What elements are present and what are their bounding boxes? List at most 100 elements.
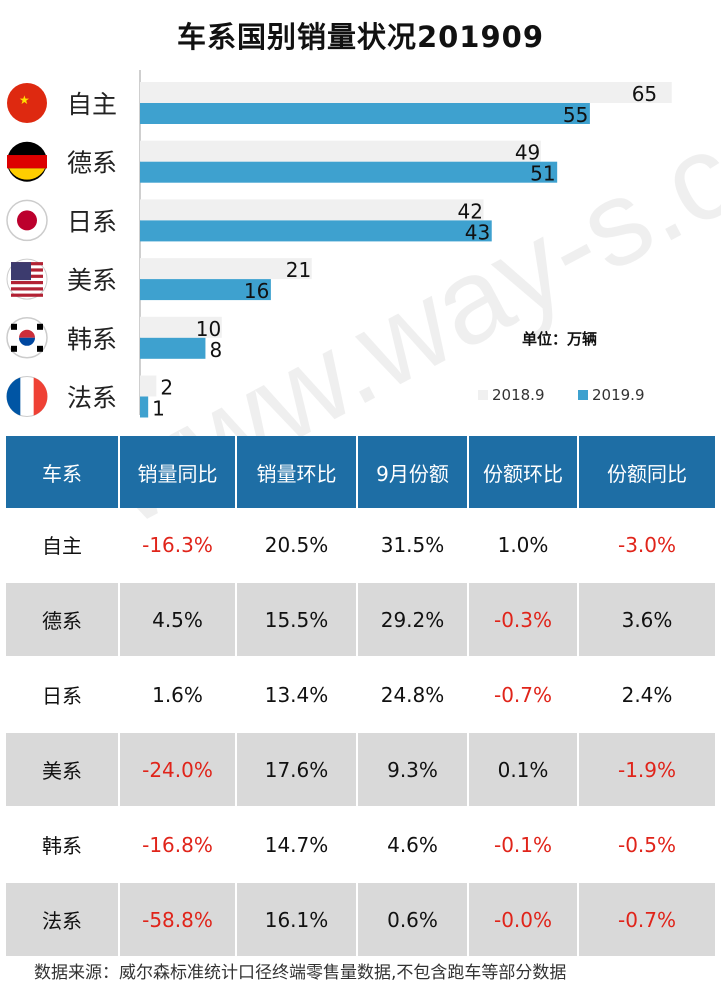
data-label: 16 (244, 279, 269, 303)
data-label: 51 (530, 162, 555, 186)
value-cell: 31.5% (357, 508, 469, 583)
value-cell: 1.0% (468, 508, 579, 583)
value-cell: -58.8% (119, 882, 237, 958)
source-note: 数据来源：威尔森标准统计口径终端零售量数据,不包含跑车等部分数据 (34, 963, 567, 983)
flag-trigram (11, 345, 17, 352)
header-cell: 份额环比 (468, 436, 579, 508)
value-cell: 29.2% (357, 582, 469, 658)
row-label-cell: 法系 (6, 882, 120, 958)
data-label: 8 (209, 338, 222, 362)
legend-label-2018: 2018.9 (492, 386, 545, 404)
category-label: 德系 (67, 149, 117, 178)
flag-taeguk (19, 329, 35, 338)
category-label: 韩系 (67, 325, 117, 354)
value-cell: -0.1% (468, 807, 579, 883)
china-flag-icon (7, 83, 47, 123)
header-cell: 销量同比 (119, 436, 237, 508)
value-cell: 0.1% (468, 732, 579, 808)
category-label: 自主 (67, 90, 117, 119)
value-cell: 0.6% (357, 882, 469, 958)
flag-stripe (9, 168, 45, 180)
data-label: 55 (563, 103, 588, 127)
header-cell: 车系 (6, 436, 120, 508)
value-cell: 20.5% (236, 508, 358, 583)
table-row: 德系 4.5% 15.5% 29.2% -0.3% 3.6% (6, 582, 715, 658)
value-cell: -0.0% (468, 882, 579, 958)
data-label: 43 (465, 220, 490, 244)
value-cell: 4.6% (357, 807, 469, 883)
value-cell: -3.0% (578, 508, 715, 583)
flag-stripe (6, 377, 21, 416)
flag-trigram (37, 345, 43, 352)
bar-2019.9 (140, 337, 206, 359)
row-label-cell: 日系 (6, 657, 120, 733)
flag-canton (11, 262, 31, 281)
bar-2018.9 (140, 316, 222, 338)
value-cell: -16.8% (119, 807, 237, 883)
data-table: 车系 销量同比 销量环比 9月份额 份额环比 份额同比 自主 -16.3% 20.5… (6, 436, 715, 958)
value-cell: -16.3% (119, 508, 237, 583)
table-row: 日系 1.6% 13.4% 24.8% -0.7% 2.4% (6, 657, 715, 733)
legend-swatch-2018 (478, 390, 488, 400)
value-cell: 15.5% (236, 582, 358, 658)
table-row: 自主 -16.3% 20.5% 31.5% 1.0% -3.0% (6, 508, 715, 583)
value-cell: 13.4% (236, 657, 358, 733)
table-row: 韩系 -16.8% 14.7% 4.6% -0.1% -0.5% (6, 807, 715, 883)
value-cell: 24.8% (357, 657, 469, 733)
unit-label: 单位：万辆 (522, 330, 598, 348)
category-label: 美系 (67, 266, 117, 295)
flag-trigram (11, 323, 17, 330)
row-label-cell: 德系 (6, 582, 120, 658)
bar-2019.9 (140, 161, 558, 183)
bar-2019.9 (140, 220, 492, 242)
flag-stripe (11, 287, 43, 291)
flag-trigram (37, 323, 43, 330)
value-cell: 17.6% (236, 732, 358, 808)
bar-2018.9 (140, 199, 484, 221)
page-title: 车系国别销量状况201909 (176, 20, 545, 54)
flag-stripe (33, 377, 48, 416)
data-label: 1 (152, 397, 165, 421)
value-cell: -0.5% (578, 807, 715, 883)
header-cell: 份额同比 (578, 436, 715, 508)
value-cell: 4.5% (119, 582, 237, 658)
value-cell: 14.7% (236, 807, 358, 883)
flag-stripe (11, 281, 43, 285)
value-cell: 2.4% (578, 657, 715, 733)
category-label: 法系 (67, 384, 117, 413)
data-label: 65 (632, 82, 657, 106)
bar-2018.9 (140, 258, 312, 280)
value-cell: -0.7% (468, 657, 579, 733)
value-cell: 3.6% (578, 582, 715, 658)
value-cell: 9.3% (357, 732, 469, 808)
value-cell: -1.9% (578, 732, 715, 808)
bar-2018.9 (140, 375, 157, 397)
category-label: 日系 (67, 207, 117, 236)
flag-stripe (11, 293, 43, 297)
value-cell: -24.0% (119, 732, 237, 808)
value-cell: 1.6% (119, 657, 237, 733)
row-label-cell: 美系 (6, 732, 120, 808)
bar-2019.9 (140, 103, 590, 124)
data-label: 21 (286, 258, 311, 282)
bar-2018.9 (140, 82, 672, 103)
header-cell: 9月份额 (357, 436, 469, 508)
flag-stripe (7, 155, 47, 169)
flag-taeguk (19, 337, 35, 346)
bar-2018.9 (140, 140, 541, 162)
legend-swatch-2019 (578, 390, 588, 400)
header-cell: 销量环比 (236, 436, 358, 508)
table-header-row: 车系 销量同比 销量环比 9月份额 份额环比 份额同比 (6, 436, 715, 508)
legend-item-2019: 2019.9 (578, 386, 645, 404)
bar-2019.9 (140, 279, 271, 301)
legend-label-2019: 2019.9 (592, 386, 645, 404)
row-label-cell: 自主 (6, 508, 120, 583)
row-label-cell: 韩系 (6, 807, 120, 883)
data-label: 10 (196, 317, 221, 341)
table-row: 美系 -24.0% 17.6% 9.3% 0.1% -1.9% (6, 732, 715, 808)
bar-2019.9 (140, 396, 149, 418)
legend-item-2018: 2018.9 (478, 386, 545, 404)
data-label: 42 (458, 199, 483, 223)
value-cell: -0.7% (578, 882, 715, 958)
